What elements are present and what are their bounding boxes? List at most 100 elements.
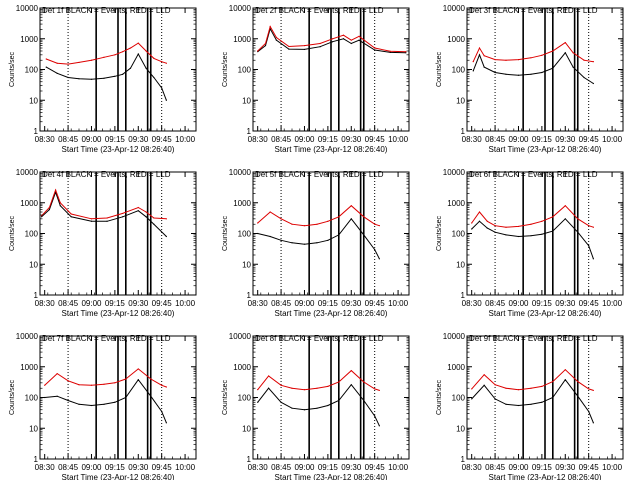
y-tick-label: 100: [452, 230, 466, 239]
panel-title: Det 6f BLACK = Events, RED = LLD: [469, 170, 598, 179]
y-tick-label: 10000: [229, 4, 252, 13]
panel-det-3: Det 3f BLACK = Events, RED = LLD 1 10 100 10…: [436, 4, 624, 154]
events-data-point: [145, 216, 147, 218]
x-tick-label: 09:30: [128, 463, 149, 472]
lld-data-point: [378, 225, 380, 227]
lld-data-point: [405, 51, 407, 53]
events-data-point: [530, 235, 532, 237]
lld-data-point: [316, 387, 318, 389]
events-data-point: [358, 39, 360, 41]
events-data-point: [122, 73, 124, 75]
events-data-point: [291, 242, 293, 244]
events-data-point: [530, 403, 532, 405]
events-data-point: [471, 228, 473, 230]
lld-data-point: [48, 206, 50, 209]
x-tick-label: 08:45: [271, 135, 292, 144]
lld-data-point: [592, 226, 594, 228]
events-data-point: [90, 404, 93, 407]
lld-data-point: [486, 220, 488, 222]
events-data-point: [483, 384, 485, 386]
events-data-point: [592, 258, 594, 260]
events-data-point: [530, 73, 532, 75]
lld-data-point: [505, 387, 507, 389]
lld-data-point: [165, 386, 167, 388]
events-data-point: [153, 223, 155, 225]
lld-data-point: [122, 51, 124, 53]
lld-data-point: [358, 35, 360, 37]
x-tick-label: 09:15: [532, 299, 553, 308]
panel-det-8: Det 8f BLACK = Events, RED = LLD 1 10 100 10…: [222, 332, 410, 482]
y-axis-title: Counts/sec: [222, 51, 229, 87]
lld-data-point: [59, 202, 61, 204]
x-tick-label: 09:00: [294, 463, 315, 472]
lld-data-point: [483, 55, 485, 57]
lld-data-point: [303, 225, 306, 227]
x-tick-label: 10:00: [388, 299, 409, 308]
lld-data-point: [280, 384, 282, 386]
lld-data-point: [78, 384, 80, 386]
lld-data-point: [374, 47, 376, 49]
panel-title: Det 7f BLACK = Events, RED = LLD: [42, 334, 171, 343]
events-data-point: [59, 205, 61, 207]
lld-data-point: [363, 381, 365, 383]
lld-data-point: [592, 61, 594, 63]
events-data-point: [316, 407, 318, 409]
lld-data-point: [471, 222, 473, 224]
x-tick-label: 08:30: [35, 463, 56, 472]
lld-data-point: [592, 389, 594, 392]
lld-data-point: [478, 211, 481, 213]
y-tick-label: 100: [25, 66, 39, 75]
events-data-point: [90, 78, 93, 80]
lld-data-point: [389, 50, 391, 52]
events-data-point: [303, 243, 306, 245]
lld-data-point: [90, 218, 93, 220]
lld-data-point: [327, 220, 329, 222]
lld-data-point: [145, 50, 147, 52]
panel-det-9: Det 9f BLACK = Events, RED = LLD 1 10 100 10…: [436, 332, 624, 482]
x-tick-label: 09:00: [508, 135, 529, 144]
x-tick-label: 09:30: [341, 135, 362, 144]
x-axis-title: Start Time (23-Apr-12 08:26:40): [489, 145, 602, 154]
lld-data-point: [564, 369, 566, 371]
events-data-point: [129, 67, 132, 69]
lld-data-point: [90, 384, 93, 386]
panel-det-2: Det 2f BLACK = Events, RED = LLD 1 10 100 10…: [222, 4, 410, 154]
y-tick-label: 1: [461, 127, 466, 136]
x-tick-label: 10:00: [175, 463, 196, 472]
events-data-point: [291, 407, 293, 409]
lld-data-point: [165, 62, 167, 64]
lld-data-point: [150, 378, 152, 380]
x-tick-label: 10:00: [602, 463, 623, 472]
events-data-point: [374, 415, 376, 417]
lld-data-point: [572, 52, 574, 54]
x-tick-label: 09:15: [318, 299, 339, 308]
lld-data-point: [331, 38, 334, 40]
lld-data-point: [319, 42, 321, 45]
lld-series-line: [41, 188, 167, 220]
y-tick-label: 100: [238, 230, 252, 239]
y-tick-label: 10000: [229, 168, 252, 177]
y-tick-label: 10: [242, 96, 251, 105]
x-tick-label: 09:45: [365, 299, 386, 308]
events-data-point: [137, 53, 139, 55]
x-tick-label: 10:00: [602, 299, 623, 308]
x-tick-label: 09:30: [555, 135, 576, 144]
y-tick-label: 100: [452, 394, 466, 403]
lld-data-point: [541, 385, 543, 387]
events-data-point: [67, 76, 69, 79]
lld-data-point: [56, 62, 58, 64]
x-tick-label: 09:45: [365, 463, 386, 472]
y-tick-label: 10000: [16, 4, 39, 13]
x-tick-label: 08:30: [248, 463, 269, 472]
events-data-point: [541, 233, 543, 235]
y-tick-label: 1: [34, 127, 39, 136]
lld-data-point: [378, 389, 380, 392]
events-data-point: [552, 230, 554, 232]
events-data-point: [327, 239, 329, 241]
events-data-point: [505, 234, 507, 236]
events-data-point: [288, 48, 290, 50]
lld-data-point: [564, 41, 566, 44]
x-tick-label: 09:45: [579, 299, 600, 308]
lld-data-point: [517, 58, 520, 61]
events-data-point: [280, 401, 282, 403]
